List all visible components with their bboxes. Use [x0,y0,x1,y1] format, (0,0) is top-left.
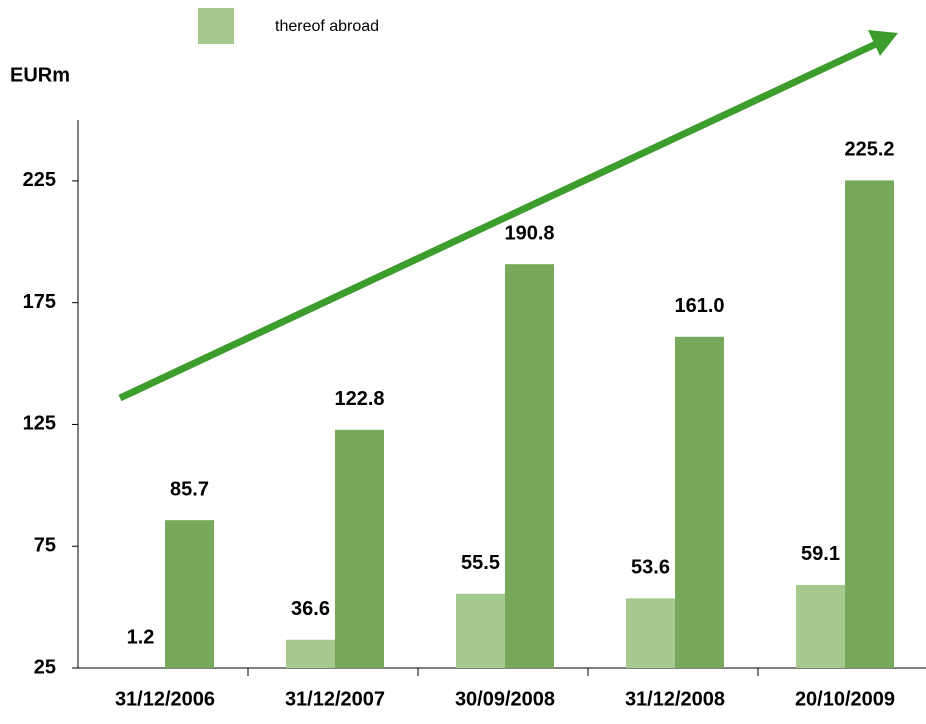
bar [626,598,675,668]
bar [505,264,554,668]
value-label: 59.1 [801,543,840,565]
bar [335,429,384,668]
y-axis-label: EURm [10,64,70,86]
plot-area [165,180,894,668]
y-tick-label: 175 [23,291,56,313]
trend-arrow-head [868,30,898,56]
value-label: 190.8 [504,222,554,244]
legend-swatch [198,8,234,44]
trend-arrow [118,39,880,402]
value-label: 225.2 [844,139,894,161]
value-label: 85.7 [170,478,209,500]
value-label: 161.0 [674,295,724,317]
x-tick-label: 20/10/2009 [795,688,895,710]
value-label: 36.6 [291,598,330,620]
y-tick-label: 125 [23,413,56,435]
value-label: 122.8 [334,388,384,410]
bar [456,593,505,668]
x-tick-label: 31/12/2008 [625,688,725,710]
x-tick-label: 31/12/2007 [285,688,385,710]
bar [165,520,214,668]
bar [286,639,335,668]
y-tick-label: 225 [23,169,56,191]
y-tick-label: 75 [34,535,56,557]
bar [675,336,724,668]
value-label: 53.6 [631,557,670,579]
value-label: 55.5 [461,552,500,574]
x-tick-label: 31/12/2006 [115,688,215,710]
bar [796,584,845,668]
legend-label: thereof abroad [275,18,379,35]
value-label: 1.2 [127,626,155,648]
y-tick-label: 25 [34,656,56,678]
bar [845,180,894,668]
x-tick-label: 30/09/2008 [455,688,555,710]
